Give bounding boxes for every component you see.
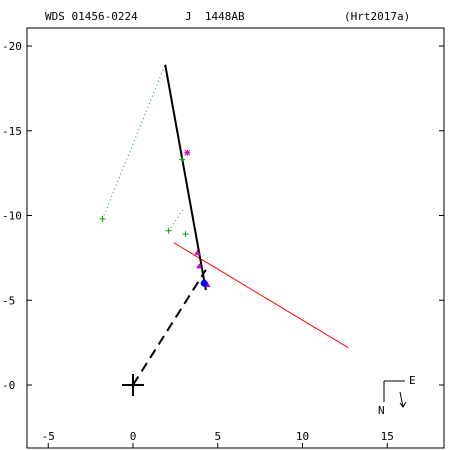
line-of-nodes: [132, 269, 207, 386]
header-wds-id: WDS 01456-0224: [45, 10, 138, 23]
plus-point: [165, 227, 172, 234]
observation-connector: [168, 208, 185, 232]
observation-marks: [99, 149, 211, 396]
x-tick-label: -5: [42, 430, 55, 443]
y-tick-label: -10: [2, 210, 22, 223]
plot-frame: [26, 27, 445, 449]
compass-motion-arrow: [399, 391, 407, 408]
reference-lines: [132, 64, 349, 386]
compass-rose: E N: [378, 374, 416, 417]
compass-north-label: N: [378, 404, 385, 417]
plus-point: [179, 156, 186, 163]
x-tick-label: 5: [214, 430, 221, 443]
y-tick-label: -0: [2, 379, 15, 392]
x-tick-label: 15: [381, 430, 394, 443]
observation-connectors: [102, 64, 185, 232]
triangle-point: [196, 263, 203, 269]
primary-star-marker: [122, 374, 144, 396]
observation-connector: [102, 64, 166, 220]
orbit-segment: [164, 64, 207, 291]
y-tick-label: -15: [2, 125, 22, 138]
compass-east-label: E: [409, 374, 416, 387]
plus-point: [182, 231, 189, 238]
x-tick-label: 10: [296, 430, 309, 443]
plus-point: [99, 215, 106, 222]
header-discoverer: J 1448AB: [185, 10, 245, 23]
star-point: [184, 149, 191, 156]
x-tick-label: 0: [130, 430, 137, 443]
residual-line: [173, 242, 349, 349]
axis-ticks: -5 0 5 10 15 -0 -5 -10 -15 -20: [2, 40, 444, 448]
triangle-point: [194, 249, 201, 255]
header-reference: (Hrt2017a): [344, 10, 411, 23]
y-tick-label: -5: [2, 294, 15, 307]
filled-circle-point: [200, 279, 208, 287]
y-tick-label: -20: [2, 40, 22, 53]
